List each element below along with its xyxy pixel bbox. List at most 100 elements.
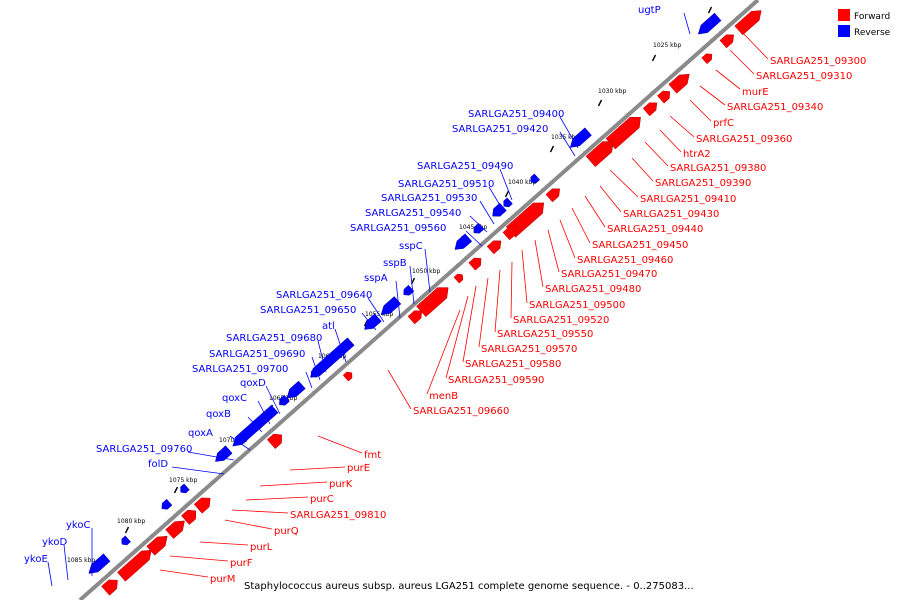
forward-gene[interactable] [502,226,518,241]
reverse-gene-label[interactable]: ykoC [66,520,90,531]
forward-gene[interactable] [101,579,118,596]
reverse-gene[interactable] [310,366,322,378]
forward-gene-label[interactable]: prfC [713,118,734,129]
reverse-gene-label[interactable]: sspC [399,241,423,252]
forward-gene-label[interactable]: purF [230,558,253,569]
reverse-gene-label[interactable]: SARLGA251_09400 [468,109,564,120]
forward-gene[interactable] [486,240,502,255]
forward-gene[interactable] [342,371,353,382]
reverse-gene-label[interactable]: qoxD [240,378,266,389]
reverse-gene-label[interactable]: folD [148,459,168,470]
forward-gene[interactable] [701,53,713,65]
forward-gene-label[interactable]: purM [210,574,235,585]
forward-gene-label[interactable]: fmt [364,450,381,461]
forward-gene-label[interactable]: SARLGA251_09810 [290,510,386,521]
reverse-gene[interactable] [454,233,473,250]
forward-gene-label[interactable]: SARLGA251_09500 [529,300,625,311]
reverse-gene-label[interactable]: ykoE [24,554,48,565]
reverse-gene[interactable] [492,202,507,217]
forward-gene[interactable] [605,116,641,150]
forward-gene[interactable] [468,257,482,271]
reverse-gene[interactable] [286,380,306,399]
forward-gene[interactable] [657,90,670,104]
forward-gene-label[interactable]: purQ [274,526,299,537]
reverse-gene[interactable] [232,404,279,447]
forward-gene-label[interactable]: SARLGA251_09430 [623,209,719,220]
forward-gene[interactable] [181,509,197,525]
reverse-gene[interactable] [364,313,382,330]
reverse-gene[interactable] [88,553,111,574]
forward-gene-label[interactable]: SARLGA251_09590 [448,375,544,386]
forward-gene-label[interactable]: SARLGA251_09480 [545,284,641,295]
reverse-gene[interactable] [403,284,415,296]
forward-gene-label[interactable]: purC [310,494,334,505]
forward-gene[interactable] [193,497,211,514]
forward-gene-label[interactable]: SARLGA251_09470 [561,269,657,280]
forward-gene-label[interactable]: menB [429,391,458,402]
reverse-gene[interactable] [473,222,485,234]
reverse-gene-label[interactable]: SARLGA251_09700 [192,364,288,375]
forward-gene-label[interactable]: SARLGA251_09310 [756,71,852,82]
forward-gene[interactable] [642,102,658,117]
reverse-gene-label[interactable]: sspA [364,273,388,284]
forward-gene-label[interactable]: murE [742,87,769,98]
reverse-gene[interactable] [380,296,402,316]
reverse-gene-label[interactable]: SARLGA251_09760 [96,444,192,455]
forward-gene-label[interactable]: purL [250,542,273,553]
forward-gene-label[interactable]: SARLGA251_09300 [770,56,866,67]
reverse-gene[interactable] [180,483,190,494]
forward-gene[interactable] [453,273,464,284]
forward-gene-label[interactable]: SARLGA251_09570 [481,344,577,355]
reverse-gene-label[interactable]: SARLGA251_09690 [209,349,305,360]
forward-gene[interactable] [668,73,690,94]
reverse-gene-label[interactable]: ykoD [42,537,67,548]
reverse-gene[interactable] [697,12,722,35]
forward-gene[interactable] [146,535,168,556]
forward-gene-label[interactable]: SARLGA251_09360 [696,134,792,145]
forward-gene-label[interactable]: SARLGA251_09460 [577,255,673,266]
forward-gene-label[interactable]: SARLGA251_09380 [670,163,766,174]
forward-gene-label[interactable]: SARLGA251_09410 [640,194,736,205]
reverse-gene-label[interactable]: qoxB [206,409,231,420]
reverse-gene[interactable] [121,535,131,546]
reverse-gene-label[interactable]: SARLGA251_09490 [417,161,513,172]
forward-gene-label[interactable]: purE [347,463,370,474]
reverse-gene-label[interactable]: SARLGA251_09510 [398,179,494,190]
forward-gene-label[interactable]: purK [329,479,353,490]
reverse-gene-label[interactable]: SARLGA251_09420 [452,124,548,135]
reverse-gene-label[interactable]: sspB [383,258,407,269]
reverse-gene[interactable] [530,173,541,184]
reverse-gene-label[interactable]: SARLGA251_09650 [260,305,356,316]
reverse-gene[interactable] [503,197,513,208]
reverse-gene-label[interactable]: atl [322,321,335,332]
forward-gene-label[interactable]: SARLGA251_09520 [513,315,609,326]
reverse-gene-label[interactable]: qoxC [222,393,247,404]
forward-gene-label[interactable]: SARLGA251_09390 [655,178,751,189]
forward-gene[interactable] [734,10,762,36]
forward-gene[interactable] [117,549,152,582]
reverse-gene-label[interactable]: qoxA [188,428,213,439]
reverse-gene[interactable] [161,498,173,510]
forward-gene-label[interactable]: htrA2 [683,149,711,160]
forward-gene-label[interactable]: SARLGA251_09660 [413,406,509,417]
reverse-gene[interactable] [569,127,592,148]
reverse-gene-label[interactable]: SARLGA251_09540 [365,208,461,219]
forward-gene-label[interactable]: SARLGA251_09440 [607,224,703,235]
forward-gene[interactable] [585,141,614,168]
reverse-gene-label[interactable]: SARLGA251_09560 [350,223,446,234]
reverse-gene-label[interactable]: ugtP [638,5,661,16]
forward-gene[interactable] [407,310,423,325]
reverse-gene-label[interactable]: SARLGA251_09530 [381,193,477,204]
forward-gene-label[interactable]: SARLGA251_09450 [592,240,688,251]
forward-gene[interactable] [266,433,282,449]
reverse-gene[interactable] [279,394,290,406]
reverse-gene-label[interactable]: SARLGA251_09640 [276,290,372,301]
forward-gene-label[interactable]: SARLGA251_09580 [465,359,561,370]
forward-gene-label[interactable]: SARLGA251_09550 [497,329,593,340]
forward-gene-label[interactable]: SARLGA251_09340 [727,102,823,113]
forward-gene[interactable] [719,34,734,49]
forward-gene[interactable] [545,188,560,203]
reverse-gene-label[interactable]: SARLGA251_09680 [226,333,322,344]
forward-gene[interactable] [165,520,185,539]
forward-gene[interactable] [416,287,449,318]
